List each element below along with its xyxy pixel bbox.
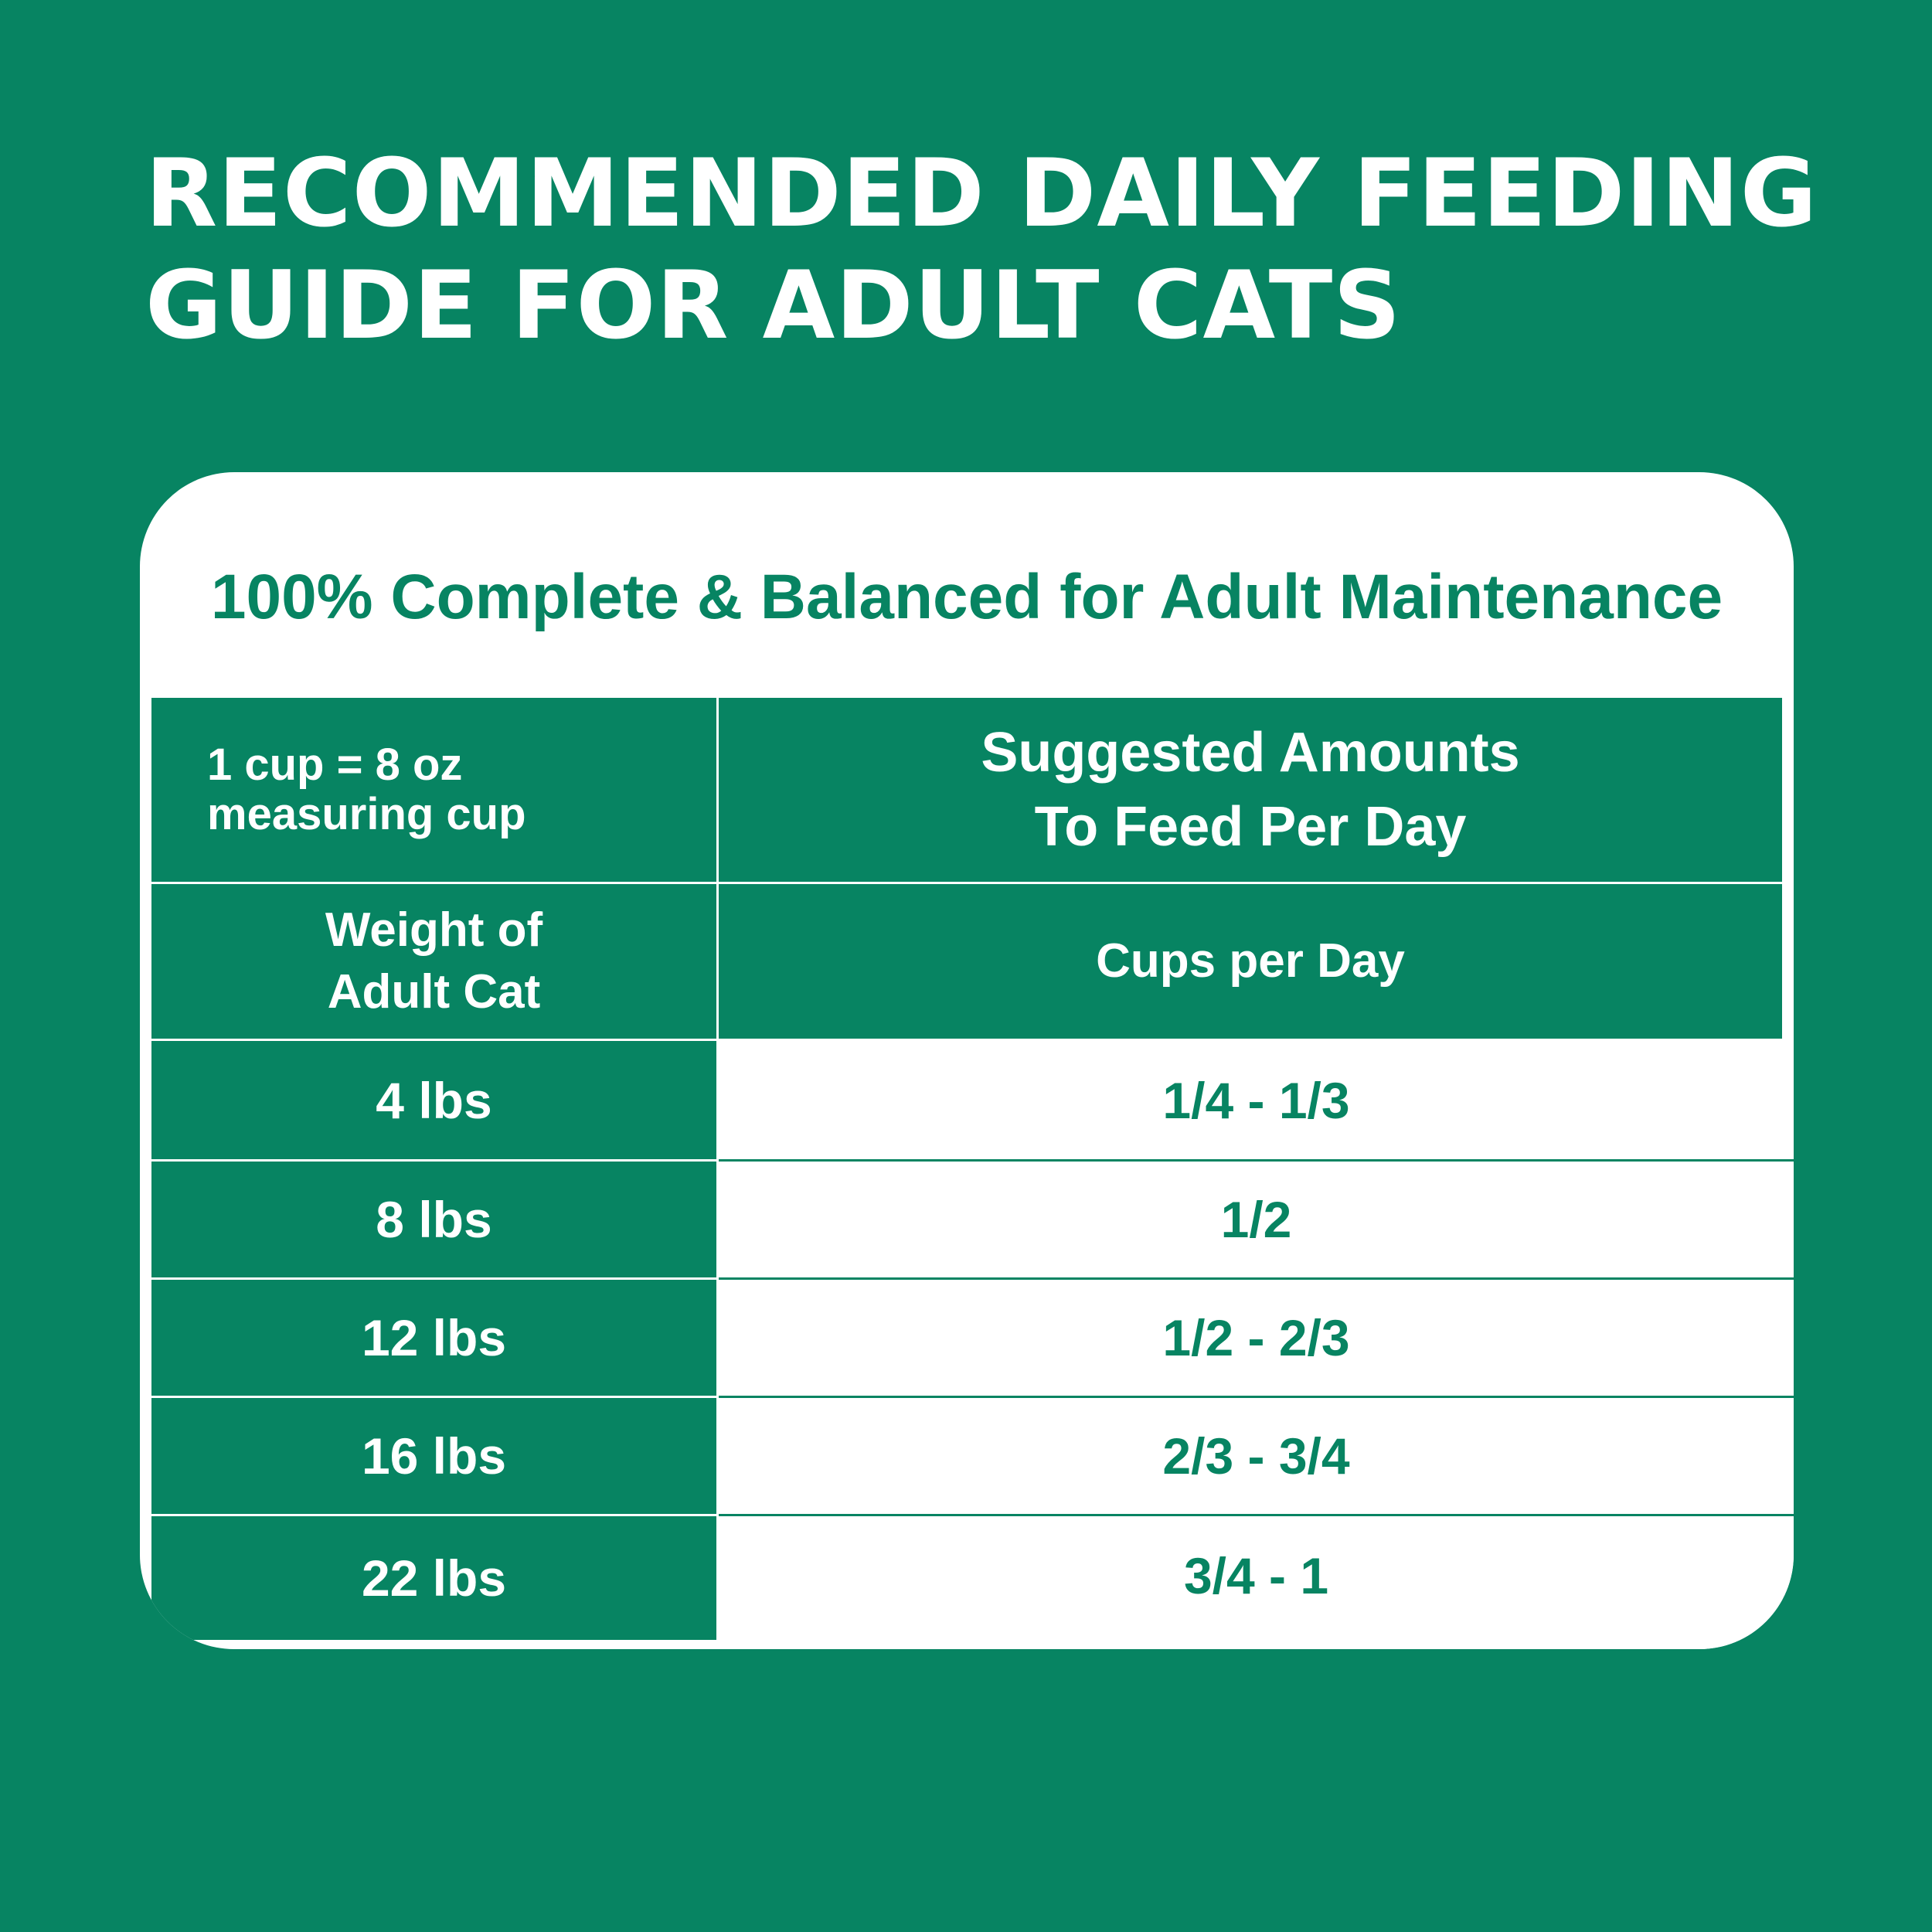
feeding-table: 1 cup = 8 oz measuring cup Suggested Amo… bbox=[151, 698, 1794, 1649]
weight-header-line-2: Adult Cat bbox=[327, 965, 541, 1019]
weight-cell: 8 lbs bbox=[151, 1162, 716, 1277]
header-divider bbox=[151, 1039, 716, 1041]
cups-cell: 3/4 - 1 bbox=[719, 1516, 1794, 1649]
weight-cell: 4 lbs bbox=[151, 1041, 716, 1159]
cups-cell: 1/2 - 2/3 bbox=[719, 1280, 1794, 1396]
row-divider bbox=[719, 1514, 1794, 1516]
page-title-line-2: GUIDE FOR ADULT CATS bbox=[145, 251, 1402, 360]
page-title: RECOMMENDED DAILY FEEDING GUIDE FOR ADUL… bbox=[145, 138, 1845, 362]
amounts-header-line-1: Suggested Amounts bbox=[981, 722, 1520, 784]
row-divider bbox=[151, 1159, 716, 1162]
unit-note-cell: 1 cup = 8 oz measuring cup bbox=[151, 698, 716, 882]
cups-cell: 1/4 - 1/3 bbox=[719, 1041, 1794, 1159]
row-divider bbox=[719, 1159, 1794, 1162]
row-divider bbox=[719, 1396, 1794, 1398]
cups-cell: 1/2 bbox=[719, 1162, 1794, 1277]
column-divider bbox=[716, 698, 719, 1041]
weight-cell: 22 lbs bbox=[151, 1516, 716, 1640]
amounts-header-cell: Suggested Amounts To Feed Per Day bbox=[719, 698, 1782, 882]
card-subtitle: 100% Complete & Balanced for Adult Maint… bbox=[210, 562, 1723, 632]
row-divider bbox=[151, 1277, 716, 1280]
weight-cell: 16 lbs bbox=[151, 1398, 716, 1514]
row-divider bbox=[719, 1277, 1794, 1280]
cups-header-cell: Cups per Day bbox=[719, 884, 1782, 1039]
row-divider bbox=[151, 1396, 716, 1398]
row-divider bbox=[151, 1514, 716, 1516]
feeding-guide-card: 100% Complete & Balanced for Adult Maint… bbox=[140, 472, 1794, 1649]
header-divider bbox=[151, 882, 1782, 884]
page-title-line-1: RECOMMENDED DAILY FEEDING bbox=[145, 139, 1818, 248]
unit-note-line-1: 1 cup = 8 oz bbox=[207, 740, 463, 790]
amounts-header-line-2: To Feed Per Day bbox=[1034, 796, 1467, 858]
weight-cell: 12 lbs bbox=[151, 1280, 716, 1396]
cups-cell: 2/3 - 3/4 bbox=[719, 1398, 1794, 1514]
weight-header-line-1: Weight of bbox=[325, 903, 543, 957]
unit-note-line-2: measuring cup bbox=[207, 789, 526, 839]
weight-header-cell: Weight of Adult Cat bbox=[151, 884, 716, 1039]
